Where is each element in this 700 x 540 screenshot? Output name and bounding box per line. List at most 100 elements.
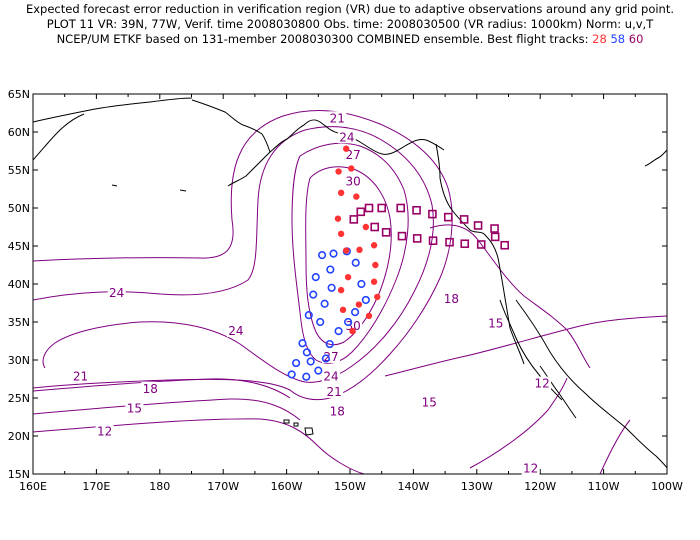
axis-ticks — [32, 93, 668, 475]
track-red-marker — [337, 230, 345, 238]
lat-label: 20N — [8, 430, 30, 443]
track-purple-marker — [428, 209, 437, 219]
track-purple-marker — [490, 232, 500, 242]
lat-label: 45N — [8, 240, 30, 253]
track-blue-marker — [304, 311, 313, 320]
track-blue-marker — [309, 290, 318, 299]
lon-label: 170E — [82, 480, 110, 493]
contour-label-bg — [344, 147, 363, 161]
contour-label: 12 — [534, 377, 549, 391]
track-blue-marker — [287, 370, 296, 379]
lon-label: 110W — [588, 480, 620, 493]
track-blue-marker — [350, 308, 360, 317]
contour-label: 18 — [444, 292, 459, 306]
track-blue-marker — [314, 366, 323, 375]
track-purple-marker — [349, 215, 359, 224]
track-blue-marker — [343, 317, 353, 327]
track-red-marker — [337, 189, 345, 196]
track-purple-marker — [396, 203, 406, 213]
track-blue-marker — [327, 283, 336, 292]
lon-label: 180 — [149, 480, 170, 493]
track-red-marker — [337, 286, 345, 294]
contour-label-bg — [533, 376, 552, 390]
track-purple-marker — [428, 236, 438, 245]
coast-mexico — [515, 299, 667, 469]
track-purple-marker — [370, 222, 380, 232]
lon-label: 130W — [461, 480, 493, 493]
track-red-marker — [334, 215, 342, 222]
track-blue-marker — [320, 299, 329, 308]
track-purple-marker — [460, 239, 470, 249]
lon-label: 160E — [19, 480, 47, 493]
contour-label: 24 — [228, 324, 243, 338]
contour-label: 12 — [97, 424, 112, 438]
coast-northwest — [435, 143, 525, 365]
contour-label: 15 — [488, 317, 503, 331]
island-hawaii-3 — [304, 427, 314, 436]
contour-lines — [33, 110, 667, 474]
lat-label: 25N — [8, 392, 30, 405]
lon-label: 170W — [207, 480, 239, 493]
island-aleutian-2 — [111, 184, 118, 187]
contour-label: 24 — [323, 370, 338, 384]
track-blue-marker — [306, 357, 315, 366]
track-red-marker — [370, 242, 378, 249]
track-blue-marker — [361, 295, 370, 305]
track-purple-marker — [459, 215, 469, 224]
track-blue-marker — [321, 354, 331, 363]
track-red-label: 28 — [592, 32, 607, 46]
track-purple-marker — [476, 240, 486, 249]
contour-12-far-east — [599, 419, 631, 474]
contour-label: 30 — [346, 319, 361, 333]
track-red-marker — [349, 327, 356, 335]
coast-alaska-peninsula — [227, 151, 271, 187]
plot-title-line3: NCEP/UM ETKF based on 131-member 2008030… — [0, 32, 700, 47]
contour-label-bg — [321, 369, 340, 383]
track-purple-marker — [412, 205, 421, 215]
track-purple-marker — [445, 237, 454, 247]
flight-track-markers — [287, 145, 509, 381]
lat-label: 30N — [8, 354, 30, 367]
plot-title-line2: PLOT 11 VR: 39N, 77W, Verif. time 200803… — [46, 17, 654, 31]
plot-title-line1: Expected forecast error reduction in ver… — [25, 2, 675, 16]
lat-label: 15N — [8, 468, 30, 481]
contour-label-bg — [420, 395, 439, 409]
contour-label-bg — [321, 349, 340, 363]
contour-label-bg — [141, 381, 160, 395]
contour-12-east — [469, 377, 568, 469]
coast-siberia — [33, 97, 193, 123]
contour-label-bg — [125, 401, 144, 415]
lat-label: 60N — [8, 126, 30, 139]
lat-label: 35N — [8, 316, 30, 329]
island-hawaii-1 — [283, 419, 290, 424]
lon-label: 150W — [334, 480, 366, 493]
coast-alaska — [191, 99, 445, 155]
contour-label-bg — [344, 318, 363, 332]
track-red-marker — [344, 273, 352, 281]
coast-kamchatka — [33, 113, 85, 161]
island-hawaii-2 — [293, 422, 299, 427]
track-red-marker — [353, 193, 360, 200]
track-purple-marker — [443, 212, 453, 222]
track-blue-marker — [298, 339, 307, 348]
plot-title-line3-text: NCEP/UM ETKF based on 131-member 2008030… — [56, 32, 589, 46]
contour-label: 21 — [330, 111, 345, 125]
track-red-marker — [348, 165, 355, 172]
contour-label: 21 — [73, 370, 88, 384]
track-blue-label: 58 — [610, 32, 626, 46]
contour-label: 21 — [327, 385, 342, 399]
island-aleutian-1 — [179, 189, 187, 192]
track-red-marker — [355, 301, 363, 308]
contour-label: 18 — [330, 405, 345, 419]
track-red-marker — [339, 306, 347, 314]
contour-label-bg — [95, 424, 114, 438]
track-blue-marker — [302, 348, 311, 357]
lat-label: 65N — [8, 88, 30, 101]
track-red-marker — [342, 247, 350, 254]
lon-label: 140W — [397, 480, 429, 493]
contour-27 — [291, 142, 409, 364]
contour-24 — [33, 126, 434, 383]
contour-label: 15 — [127, 402, 142, 416]
